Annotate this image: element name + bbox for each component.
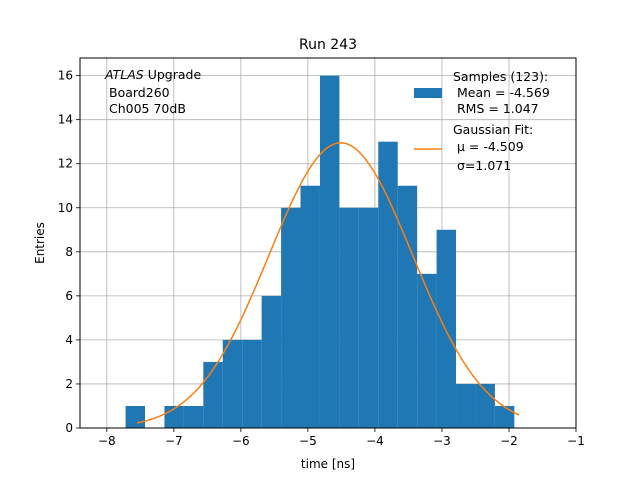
y-tick-label: 4 [65, 333, 73, 347]
x-tick-label: −7 [165, 434, 183, 448]
histogram-bar [300, 185, 320, 428]
histogram-bar [242, 339, 262, 428]
gaussian-fit-line [136, 142, 520, 424]
x-axis-ticks: −8 −7 −6 −5 −4 −3 −2 −1 [98, 428, 585, 448]
annotation-line-1: ATLAS Upgrade [104, 67, 201, 82]
x-axis-label: time [ns] [301, 457, 355, 471]
histogram-bar [203, 361, 223, 428]
histogram-bar [358, 207, 379, 428]
histogram-bar [281, 207, 301, 428]
histogram-bar [319, 75, 340, 428]
y-tick-label: 6 [65, 289, 73, 303]
legend-fit-line-1: Gaussian Fit: [453, 122, 533, 137]
legend-histogram-line-2: Mean = -4.569 [457, 85, 550, 100]
annotation-line-3: Ch005 70dB [109, 101, 186, 116]
legend-histogram-line-1: Samples (123): [453, 69, 548, 84]
x-tick-label: −2 [500, 434, 518, 448]
y-tick-label: 16 [58, 69, 73, 83]
histogram-bar [417, 273, 437, 428]
histogram-bar [125, 405, 146, 428]
histogram-bar [222, 339, 243, 428]
histogram-bar [261, 295, 282, 428]
histogram-bars [125, 75, 515, 428]
y-tick-label: 2 [65, 377, 73, 391]
x-tick-label: −6 [232, 434, 250, 448]
histogram-bar [339, 207, 359, 428]
x-tick-label: −1 [567, 434, 585, 448]
histogram-bar [183, 405, 204, 428]
y-tick-label: 8 [65, 245, 73, 259]
y-tick-label: 0 [65, 421, 73, 435]
y-tick-label: 10 [58, 201, 73, 215]
legend-fit-line-3: σ=1.071 [457, 158, 511, 173]
annotation-box: ATLAS Upgrade Board260 Ch005 70dB [104, 67, 201, 116]
legend-histogram-line-3: RMS = 1.047 [457, 101, 539, 116]
gaussian-fit [136, 142, 520, 424]
histogram-bar [494, 405, 515, 428]
y-tick-label: 14 [58, 113, 73, 127]
x-tick-label: −5 [299, 434, 317, 448]
legend-fit-line-2: μ = -4.509 [457, 139, 524, 154]
y-tick-label: 12 [58, 157, 73, 171]
annotation-atlas-word: ATLAS [104, 67, 144, 82]
histogram-bar [397, 185, 418, 428]
legend: Samples (123): Mean = -4.569 RMS = 1.047… [414, 69, 550, 173]
histogram-bar [378, 141, 398, 428]
y-axis-label: Entries [33, 222, 47, 264]
x-tick-label: −3 [433, 434, 451, 448]
x-tick-label: −4 [366, 434, 384, 448]
histogram-bar [456, 383, 476, 428]
annotation-line-2: Board260 [109, 85, 170, 100]
histogram-bar [436, 229, 457, 428]
annotation-upgrade-word: Upgrade [144, 67, 202, 82]
plot-frame [79, 57, 577, 429]
legend-histogram-swatch [414, 88, 442, 98]
x-tick-label: −8 [98, 434, 116, 448]
chart-title: Run 243 [299, 37, 357, 53]
y-axis-ticks: 0 2 4 6 8 10 12 14 16 [58, 69, 80, 435]
